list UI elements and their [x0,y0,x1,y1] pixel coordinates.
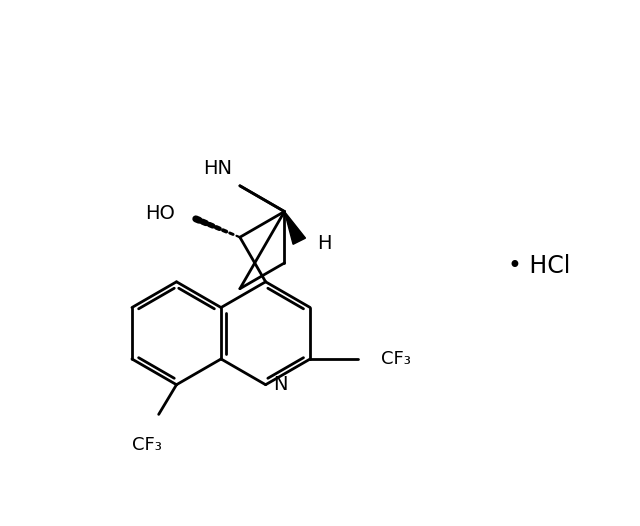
Text: HN: HN [203,159,232,178]
Polygon shape [284,211,305,244]
Text: N: N [273,375,288,394]
Text: CF₃: CF₃ [132,436,162,454]
Text: HO: HO [145,204,175,223]
Text: CF₃: CF₃ [381,350,412,368]
Text: • HCl: • HCl [508,254,570,278]
Text: H: H [317,234,332,252]
